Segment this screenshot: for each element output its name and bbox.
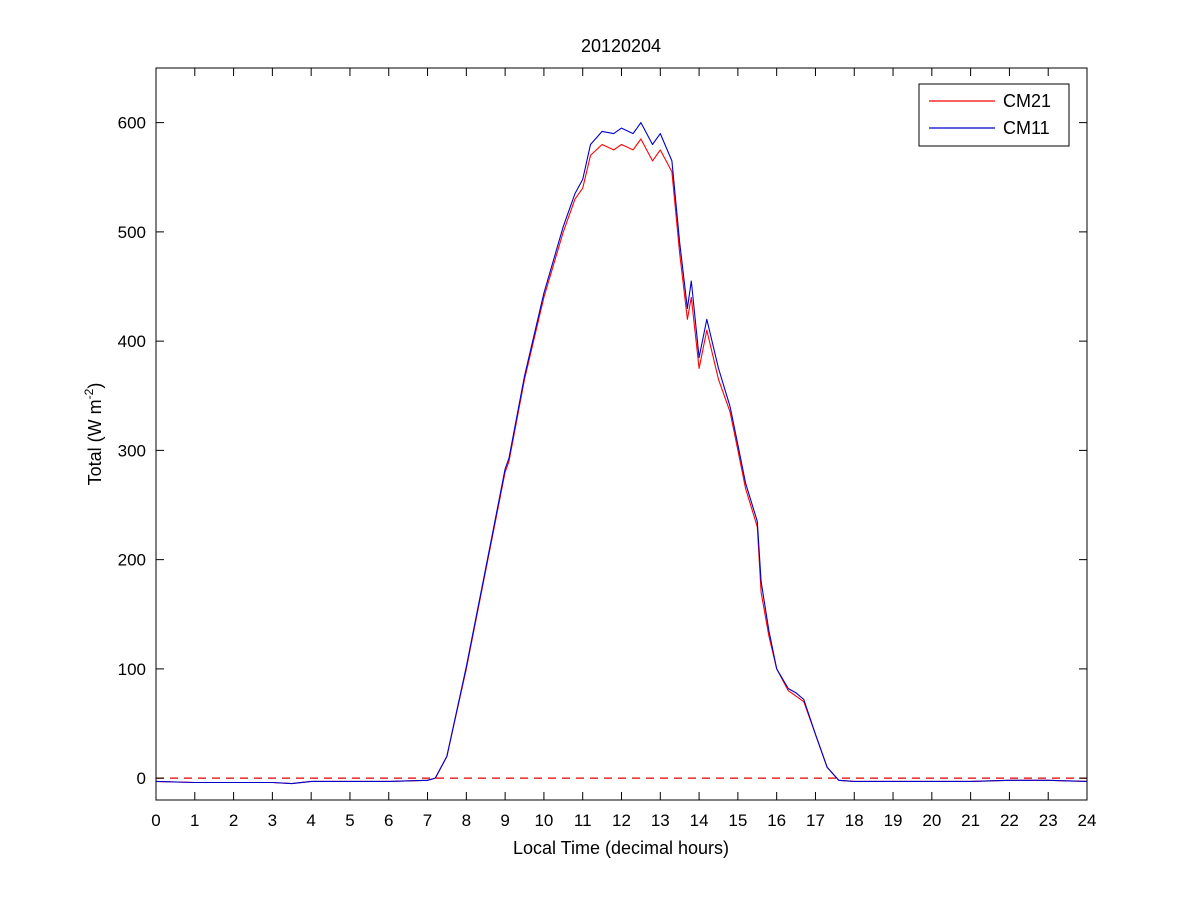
y-axis-label-superscript: -2 [82, 388, 96, 399]
x-tick-label: 12 [612, 811, 631, 830]
y-tick-label: 400 [118, 332, 146, 351]
x-tick-label: 5 [345, 811, 354, 830]
legend-label-cm11: CM11 [1003, 118, 1050, 138]
x-tick-label: 0 [151, 811, 160, 830]
x-tick-label: 17 [806, 811, 825, 830]
x-tick-label: 16 [767, 811, 786, 830]
series-layer [155, 122, 1088, 785]
y-tick-label: 500 [118, 223, 146, 242]
series-line-cm11 [155, 122, 1088, 785]
x-tick-label: 21 [961, 811, 980, 830]
x-axis-ticks: 0 1 2 3 4 5 6 7 8 9 10 11 12 13 14 15 16 17 18 19 20 21 22 23 24 [151, 68, 1096, 830]
y-tick-label: 0 [137, 769, 146, 788]
x-tick-label: 14 [690, 811, 709, 830]
x-tick-label: 6 [384, 811, 393, 830]
legend: CM21 CM11 [918, 83, 1070, 147]
x-tick-label: 8 [462, 811, 471, 830]
y-tick-label: 200 [118, 551, 146, 570]
y-axis-label: Total (W m-2) [82, 383, 105, 486]
x-tick-label: 23 [1039, 811, 1058, 830]
x-tick-label: 3 [268, 811, 277, 830]
y-axis-ticks: 0 100 200 300 400 500 600 [118, 114, 1087, 788]
x-axis-label: Local Time (decimal hours) [513, 838, 729, 858]
y-axis-label-main: Total (W m [85, 399, 105, 485]
x-tick-label: 4 [306, 811, 315, 830]
y-tick-label: 100 [118, 660, 146, 679]
x-tick-label: 11 [574, 811, 592, 830]
x-tick-label: 15 [728, 811, 747, 830]
plot-area [156, 68, 1087, 800]
y-tick-label: 600 [118, 114, 146, 133]
x-tick-label: 2 [229, 811, 238, 830]
x-tick-label: 24 [1078, 811, 1097, 830]
x-tick-label: 20 [922, 811, 941, 830]
legend-box [918, 83, 1070, 147]
x-tick-label: 7 [423, 811, 432, 830]
y-axis-label-close: ) [85, 383, 105, 389]
x-tick-label: 10 [534, 811, 553, 830]
y-tick-label: 300 [118, 441, 146, 460]
chart-title: 20120204 [581, 36, 661, 56]
x-tick-label: 9 [500, 811, 509, 830]
x-tick-label: 13 [651, 811, 670, 830]
x-tick-label: 22 [1000, 811, 1019, 830]
x-tick-label: 18 [845, 811, 864, 830]
legend-label-cm21: CM21 [1003, 91, 1051, 111]
x-tick-label: 1 [190, 811, 199, 830]
x-tick-label: 19 [884, 811, 903, 830]
